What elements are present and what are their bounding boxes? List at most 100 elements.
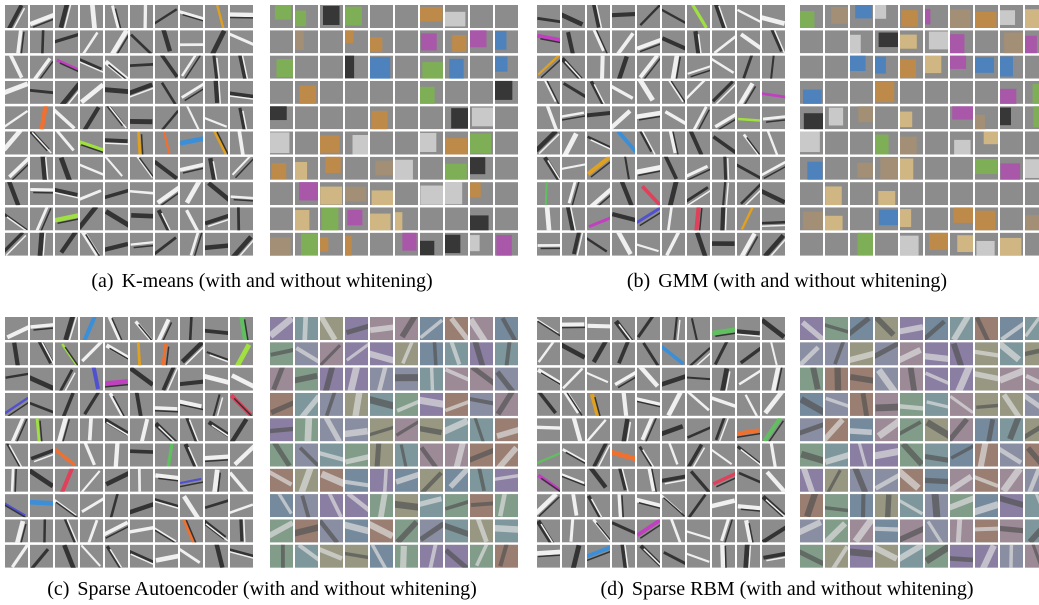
filter-tile <box>825 157 848 180</box>
filter-tile <box>870 56 898 79</box>
filter-tile <box>270 342 298 365</box>
filter-tile <box>320 182 343 205</box>
tile-bg <box>1000 207 1023 230</box>
tile-edge <box>887 495 888 523</box>
filter-tile <box>205 30 228 55</box>
tile-blob <box>899 60 916 79</box>
filter-tile <box>495 444 518 469</box>
filter-tile <box>105 315 128 344</box>
tile-bg <box>130 444 153 467</box>
filter-tile <box>230 418 253 443</box>
tile-blob <box>369 214 391 231</box>
filter-tile <box>320 417 343 441</box>
filter-tile <box>1 494 28 519</box>
filter-tile <box>395 132 418 155</box>
filter-tile <box>1025 468 1039 494</box>
filter-tile <box>270 544 293 572</box>
filter-tile <box>898 545 923 568</box>
filter-tile <box>492 469 520 492</box>
tile-blob <box>368 57 390 81</box>
filter-tile <box>130 155 156 181</box>
filter-tile <box>662 230 685 255</box>
filter-tile <box>1022 30 1039 55</box>
tile-bg <box>495 157 518 180</box>
filter-tile <box>637 342 660 366</box>
filter-tile <box>998 519 1026 542</box>
filter-tile <box>320 106 343 129</box>
filter-tile <box>345 157 368 180</box>
filter-tile <box>950 157 973 180</box>
filter-tile <box>950 81 973 104</box>
filter-tile <box>445 368 471 391</box>
filter-tile <box>587 81 610 109</box>
tile-bg <box>900 182 923 205</box>
filter-tile <box>320 81 343 104</box>
filter-tile <box>105 393 128 421</box>
filter-tile <box>850 103 873 129</box>
filter-tile <box>270 30 293 53</box>
filter-tile <box>30 154 53 185</box>
filter-tile <box>80 316 103 342</box>
filter-tile <box>445 132 468 159</box>
tile-edge <box>434 339 436 367</box>
filter-tile <box>612 542 635 573</box>
filter-tile <box>537 391 560 416</box>
filter-tile <box>608 81 635 104</box>
filter-tile <box>974 5 998 30</box>
tile-blob <box>267 132 290 153</box>
tile-bg <box>1025 233 1039 256</box>
filter-tile <box>823 317 850 340</box>
filter-tile <box>445 467 470 492</box>
filter-tile <box>875 368 898 393</box>
filter-tile <box>762 363 785 393</box>
filter-tile <box>180 105 203 130</box>
filter-tile <box>900 182 923 205</box>
filter-tile <box>845 545 873 568</box>
filter-tile <box>975 30 998 53</box>
tile-bg <box>395 132 418 155</box>
tile-bg <box>270 81 293 104</box>
tile-edge <box>998 528 1026 531</box>
filter-tile <box>180 178 203 205</box>
filter-tile <box>587 52 610 80</box>
tile-edge <box>308 414 309 442</box>
filter-tile <box>227 494 253 517</box>
tile-bg <box>295 56 318 79</box>
filter-tile <box>825 365 848 393</box>
filter-tile <box>320 56 343 79</box>
tile-blob <box>799 11 814 31</box>
filter-tile <box>687 392 710 416</box>
filter-tile <box>53 444 78 467</box>
panel-caption: (a)K-means (with and without whitening) <box>91 270 432 292</box>
tile-bg <box>537 132 560 155</box>
tile-bg <box>30 519 53 542</box>
filter-tile <box>896 233 923 259</box>
filter-tile <box>1000 157 1023 186</box>
tile-bg <box>850 132 873 155</box>
filter-tile <box>825 30 848 53</box>
filter-tile <box>562 81 588 104</box>
filter-tile <box>105 439 128 467</box>
tile-blob <box>1034 105 1039 128</box>
filter-tile <box>1022 342 1039 365</box>
filter-tile <box>562 416 585 443</box>
tile-bg <box>975 81 998 104</box>
filter-tile <box>442 233 468 256</box>
filter-tile <box>100 368 131 391</box>
filter-tile <box>464 233 493 256</box>
filter-tile <box>105 103 128 129</box>
filter-tile <box>495 391 518 416</box>
filter-tile <box>5 466 28 497</box>
filter-tile <box>76 56 105 79</box>
filter-tile <box>345 444 373 467</box>
filter-tile <box>637 414 660 443</box>
tile-bg <box>320 81 343 104</box>
filter-tile <box>370 233 393 256</box>
filter-tile <box>79 206 103 230</box>
filter-tile <box>1000 182 1023 205</box>
tile-blob <box>896 236 919 259</box>
filter-tile <box>155 442 178 470</box>
filter-tile <box>823 494 851 517</box>
tile-edge <box>214 470 217 498</box>
tile-bg <box>130 469 153 492</box>
